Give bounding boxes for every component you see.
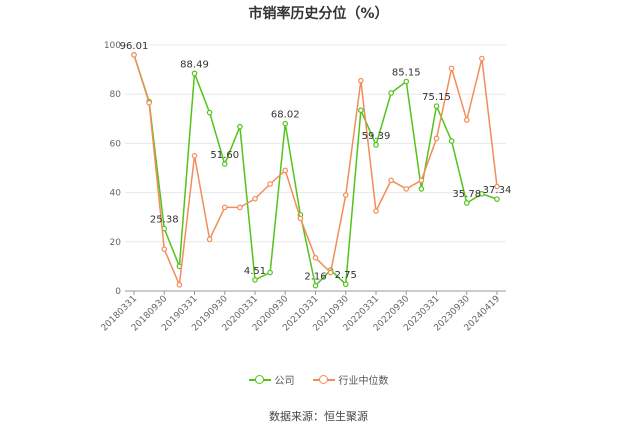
- legend: 公司 行业中位数: [0, 372, 637, 387]
- data-label-company: 85.15: [392, 68, 421, 79]
- point-company: [252, 277, 258, 283]
- point-company: [191, 70, 198, 77]
- point-company: [418, 186, 425, 192]
- point-industry-median: [388, 177, 394, 184]
- legend-company-label: 公司: [274, 376, 295, 387]
- point-company: [494, 196, 500, 202]
- data-label-company: 2.16: [304, 272, 326, 283]
- point-industry-median: [221, 204, 228, 211]
- point-company: [373, 142, 379, 148]
- point-industry-median: [448, 65, 455, 72]
- legend-company-marker: [248, 374, 271, 385]
- point-industry-median: [342, 192, 349, 198]
- point-industry-median: [463, 117, 470, 123]
- point-industry-median: [479, 55, 485, 62]
- data-source: 数据来源：恒生聚源: [269, 410, 368, 423]
- data-label-company: 59.39: [362, 131, 391, 142]
- y-tick-label: 80: [110, 90, 122, 100]
- legend-item-industry-median[interactable]: 行业中位数: [312, 372, 389, 387]
- data-label-company: 25.38: [150, 215, 179, 226]
- legend-industry-median-label: 行业中位数: [338, 376, 389, 387]
- data-label-company: 88.49: [180, 59, 209, 70]
- point-company: [342, 281, 349, 288]
- point-company: [433, 103, 440, 109]
- legend-industry-median-marker: [312, 374, 335, 385]
- point-industry-median: [433, 135, 440, 142]
- point-industry-median: [146, 100, 152, 106]
- point-company: [267, 269, 273, 276]
- data-label-company: 51.60: [210, 150, 239, 161]
- point-company: [358, 107, 364, 113]
- y-tick-label: 60: [110, 139, 122, 149]
- y-tick-label: 0: [115, 287, 121, 297]
- series-line-industry-median: [133, 54, 498, 288]
- point-industry-median: [494, 183, 500, 190]
- point-industry-median: [206, 236, 213, 243]
- point-industry-median: [282, 167, 289, 174]
- data-label-company: 37.34: [483, 185, 512, 196]
- point-industry-median: [297, 215, 304, 222]
- point-industry-median: [403, 186, 410, 192]
- point-company: [388, 90, 394, 96]
- point-company: [237, 123, 243, 130]
- point-company: [282, 120, 289, 127]
- point-company: [312, 282, 319, 289]
- data-label-company: 75.15: [422, 92, 451, 103]
- y-tick-label: 100: [104, 41, 121, 51]
- data-label-company: 2.75: [335, 270, 357, 281]
- point-industry-median: [252, 195, 258, 202]
- point-industry-median: [131, 52, 137, 58]
- point-industry-median: [161, 246, 168, 252]
- point-company: [479, 191, 485, 197]
- y-tick-label: 20: [110, 238, 122, 248]
- data-label-company: 68.02: [271, 110, 300, 121]
- point-industry-median: [312, 254, 319, 261]
- point-industry-median: [358, 77, 364, 84]
- data-labels: 96.01 25.38 88.49 51.60 4.51 68.02 2.16 2.75 59.…: [120, 41, 512, 283]
- point-industry-median: [237, 204, 243, 211]
- point-industry-median: [191, 152, 198, 159]
- data-label-company: 96.01: [120, 41, 149, 52]
- series-lines: [131, 52, 500, 289]
- point-industry-median: [267, 181, 273, 187]
- point-industry-median: [327, 269, 334, 276]
- series-line-company: [133, 54, 498, 288]
- point-company: [403, 78, 410, 85]
- chart-title: 市销率历史分位（%）: [248, 6, 389, 22]
- point-company: [206, 109, 213, 116]
- data-label-company: 35.78: [452, 189, 481, 200]
- point-company: [448, 138, 455, 144]
- y-tick-label: 40: [110, 189, 122, 199]
- point-industry-median: [373, 208, 379, 214]
- data-label-company: 4.51: [244, 266, 266, 277]
- point-company: [221, 161, 228, 167]
- legend-item-company[interactable]: 公司: [248, 372, 295, 387]
- point-industry-median: [176, 282, 183, 288]
- point-company: [463, 200, 470, 206]
- point-industry-median: [418, 177, 425, 184]
